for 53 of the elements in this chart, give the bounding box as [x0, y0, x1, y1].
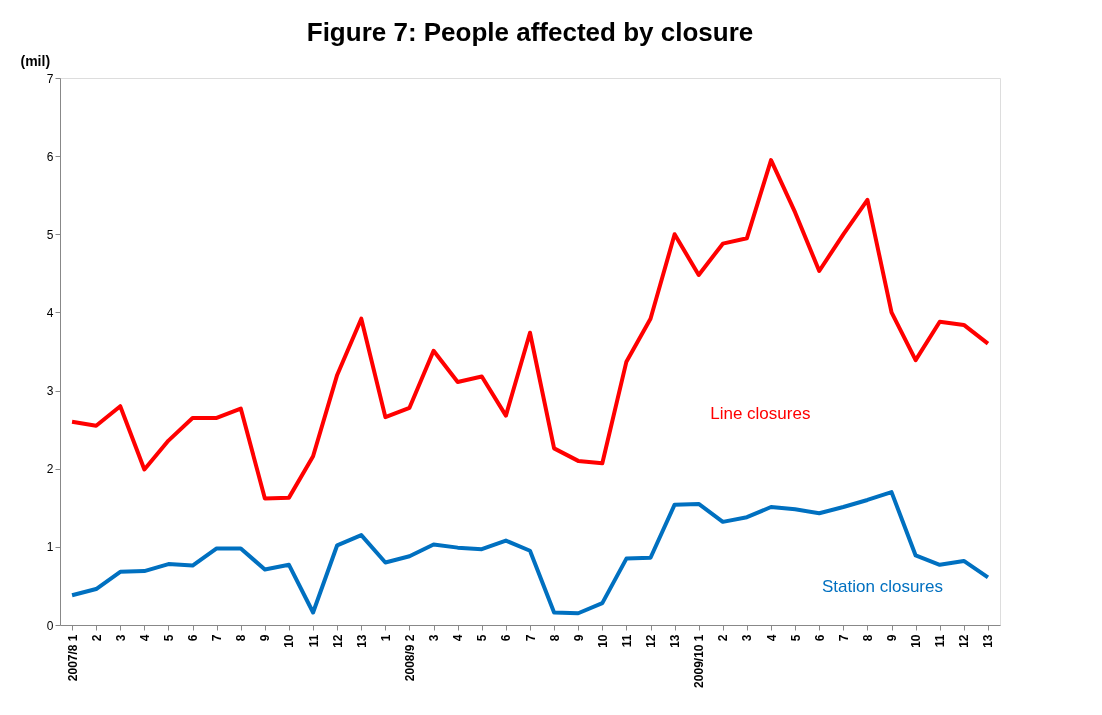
- chart-title: Figure 7: People affected by closure: [306, 17, 754, 47]
- x-tick-label: 8: [547, 634, 562, 642]
- line-series: [70, 158, 990, 501]
- x-tick-label: 4: [764, 634, 779, 642]
- x-tick-label: 10: [909, 634, 924, 648]
- x-tick-label: 13: [354, 634, 369, 648]
- x-tick-label: 7: [523, 634, 538, 642]
- x-tick-label: 3: [740, 634, 755, 642]
- x-tick-label: 13: [981, 634, 996, 648]
- x-tick-label: 11: [933, 634, 948, 648]
- x-tick-label: 2009/10 1: [692, 634, 707, 688]
- x-tick-label: 11: [619, 634, 634, 648]
- x-tick-label: 12: [957, 634, 972, 648]
- x-tick-label: 10: [595, 634, 610, 648]
- x-tick-label: 5: [161, 634, 176, 642]
- y-tick-label: 1: [46, 540, 54, 555]
- y-tick-label: 3: [46, 384, 54, 399]
- x-tick-label: 12: [644, 634, 659, 648]
- x-tick-label: 5: [788, 634, 803, 642]
- series-label: Station closures: [822, 576, 943, 596]
- x-tick-label: 8: [234, 634, 249, 642]
- x-tick-label: 1: [378, 634, 393, 642]
- x-tick-label: 7: [836, 634, 851, 642]
- y-tick-label: 5: [46, 227, 54, 242]
- y-tick-label: 7: [46, 71, 54, 86]
- y-tick-label: 6: [46, 149, 54, 164]
- line-series: [70, 490, 990, 616]
- y-tick-label: 4: [46, 305, 54, 320]
- x-tick-label: 3: [113, 634, 128, 642]
- y-tick-label: 0: [46, 618, 54, 633]
- y-tick-label: 2: [46, 462, 54, 477]
- x-tick-label: 4: [137, 634, 152, 642]
- x-tick-label: 12: [330, 634, 345, 648]
- x-tick-label: 9: [258, 634, 273, 642]
- x-tick-label: 7: [210, 634, 225, 642]
- x-tick-label: 6: [812, 634, 827, 642]
- x-tick-label: 2008/9 2: [402, 634, 417, 682]
- x-tick-label: 10: [282, 634, 297, 648]
- x-tick-label: 6: [186, 634, 201, 642]
- y-axis-title: (mil): [20, 52, 51, 69]
- text: Line closures: [710, 404, 811, 424]
- x-tick-label: 3: [427, 634, 442, 642]
- x-tick-label: 5: [475, 634, 490, 642]
- x-tick-label: 2: [716, 634, 731, 642]
- x-tick-label: 9: [571, 634, 586, 642]
- x-tick-label: 2: [89, 634, 104, 642]
- x-tick-label: 2007/8 1: [65, 634, 80, 682]
- x-tick-label: 4: [451, 634, 466, 642]
- x-tick-label: 11: [306, 634, 321, 648]
- x-tick-label: 9: [885, 634, 900, 642]
- x-tick-label: 13: [668, 634, 683, 648]
- x-tick-label: 6: [499, 634, 514, 642]
- x-tick-label: 8: [860, 634, 875, 642]
